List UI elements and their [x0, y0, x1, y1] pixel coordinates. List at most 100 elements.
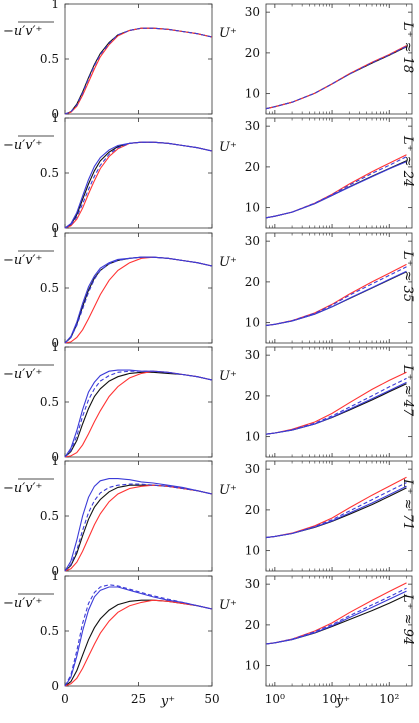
right-r2-series-red-solid: [265, 154, 407, 219]
right-r6-series-red-solid: [265, 582, 407, 645]
right-r4-ytick-label: 30: [245, 348, 260, 362]
right-r6-ytick-label: 20: [245, 618, 260, 632]
left-r3-frame: [64, 232, 213, 344]
right-r2-ytick-label: 30: [245, 119, 260, 133]
left-r3-series-black-solid: [64, 256, 213, 344]
left-r1-series-red-solid: [64, 27, 213, 115]
left-r5-series-blue-dashed: [64, 483, 213, 572]
left-r3-series-red-solid: [64, 256, 213, 344]
left-r4-ytick-label: 1: [51, 340, 59, 354]
right-r4-series-blue-dashed: [265, 377, 407, 435]
right-r6-ytick-label: 10: [245, 659, 260, 673]
right-r6-ylabel: U⁺: [219, 598, 237, 613]
right-r1-series-red-solid: [265, 45, 407, 110]
left-r4-frame: [64, 346, 213, 458]
left-r5-series-blue-solid: [64, 478, 213, 572]
left-r2-ytick-label: 0.5: [40, 166, 59, 180]
right-r6-row-label: L⁺ ≈ 94: [400, 593, 415, 645]
left-r1-ytick-label: 0: [51, 107, 59, 121]
left-r6-ytick-label: 1: [51, 569, 59, 583]
left-r3-ytick-label: 1: [51, 226, 59, 240]
right-r1-series-blue-dashed: [265, 45, 407, 110]
left-r5-series-red-solid: [64, 484, 213, 572]
left-r2-frame: [64, 117, 213, 229]
left-r1-ylabel: −u′v′⁺: [3, 24, 42, 39]
right-r3-series-blue-solid: [265, 270, 407, 327]
right-r1-ylabel: U⁺: [219, 26, 237, 41]
right-r4-ytick-label: 10: [245, 430, 260, 444]
right-r4-series-blue-solid: [265, 381, 407, 435]
left-r1-frame: [64, 3, 213, 115]
left-r2-ytick-label: 0: [51, 221, 59, 235]
left-r6-series-black-solid: [64, 599, 213, 687]
left-r4-series-black-solid: [64, 371, 213, 458]
right-r5-row-label: L⁺ ≈ 71: [400, 478, 415, 530]
right-r6-series-blue-solid: [265, 590, 407, 645]
left-r6-xtick-label: 50: [204, 692, 219, 706]
left-r3-ylabel: −u′v′⁺: [3, 253, 42, 268]
right-r6-xtick-label: 10¹: [322, 692, 342, 706]
left-r2-ytick-label: 1: [51, 111, 59, 125]
left-r5-ytick-label: 0.5: [40, 509, 59, 523]
left-r6-xlabel: y⁺: [160, 694, 175, 709]
right-r3-series-black-solid: [265, 271, 407, 327]
left-r2-series-blue-solid: [64, 141, 213, 229]
right-r5-series-red-solid: [265, 476, 407, 539]
left-r1-ytick-label: 0.5: [40, 52, 59, 66]
left-r4-series-red-solid: [64, 370, 213, 458]
right-r6-ytick-label: 30: [245, 577, 260, 591]
right-r5-ytick-label: 10: [245, 544, 260, 558]
left-r6-ytick-label: 0.5: [40, 624, 59, 638]
right-r2-series-blue-solid: [265, 161, 407, 219]
left-r1-series-blue-dashed: [64, 27, 213, 115]
right-r6-xtick-label: 10²: [379, 692, 399, 706]
right-r6-series-blue-dashed: [265, 587, 407, 645]
right-r1-ytick-label: 10: [245, 87, 260, 101]
left-r5-ytick-label: 1: [51, 454, 59, 468]
right-r6-series-black-solid: [265, 594, 407, 645]
left-r3-series-blue-solid: [64, 256, 213, 344]
right-r5-ytick-label: 20: [245, 503, 260, 517]
right-r2-series-blue-dashed: [265, 156, 407, 219]
left-r4-ytick-label: 0.5: [40, 395, 59, 409]
right-r2-ytick-label: 20: [245, 160, 260, 174]
right-r3-frame: [265, 232, 413, 344]
left-r2-ylabel: −u′v′⁺: [3, 138, 42, 153]
right-r3-ytick-label: 20: [245, 275, 260, 289]
right-r4-ytick-label: 20: [245, 389, 260, 403]
left-r3-ytick-label: 0: [51, 336, 59, 350]
left-r3-ytick-label: 0.5: [40, 281, 59, 295]
left-r1-series-black-solid: [64, 27, 213, 115]
left-r6-ylabel: −u′v′⁺: [3, 596, 42, 611]
right-r1-ytick-label: 20: [245, 46, 260, 60]
right-r3-ytick-label: 30: [245, 234, 260, 248]
right-r5-frame: [265, 460, 413, 572]
right-r5-ylabel: U⁺: [219, 483, 237, 498]
right-r6-xlabel: y⁺: [335, 694, 350, 709]
right-r4-series-black-solid: [265, 383, 407, 435]
right-r1-frame: [265, 3, 413, 115]
right-r4-frame: [265, 346, 413, 458]
left-r4-series-blue-dashed: [64, 370, 213, 458]
right-r5-series-blue-solid: [265, 485, 407, 539]
right-r3-series-red-solid: [265, 263, 407, 327]
left-r4-ytick-label: 0: [51, 450, 59, 464]
right-r3-ytick-label: 10: [245, 316, 260, 330]
right-r1-ytick-label: 30: [245, 5, 260, 19]
left-r6-ytick-label: 0: [51, 679, 59, 693]
right-r5-ytick-label: 30: [245, 462, 260, 476]
right-r5-series-blue-dashed: [265, 482, 407, 539]
right-r2-ylabel: U⁺: [219, 140, 237, 155]
right-r1-row-label: L⁺ ≈ 18: [400, 21, 415, 73]
left-r6-xtick-label: 0: [61, 692, 69, 706]
right-r6-xtick-label: 10⁰: [265, 692, 285, 706]
right-r4-series-red-solid: [265, 371, 407, 435]
left-r5-ytick-label: 0: [51, 564, 59, 578]
right-r2-frame: [265, 117, 413, 229]
left-r5-ylabel: −u′v′⁺: [3, 481, 42, 496]
right-r4-ylabel: U⁺: [219, 369, 237, 384]
left-r1-ytick-label: 1: [51, 0, 59, 11]
left-r3-series-blue-dashed: [64, 256, 213, 344]
left-r4-ylabel: −u′v′⁺: [3, 367, 42, 382]
